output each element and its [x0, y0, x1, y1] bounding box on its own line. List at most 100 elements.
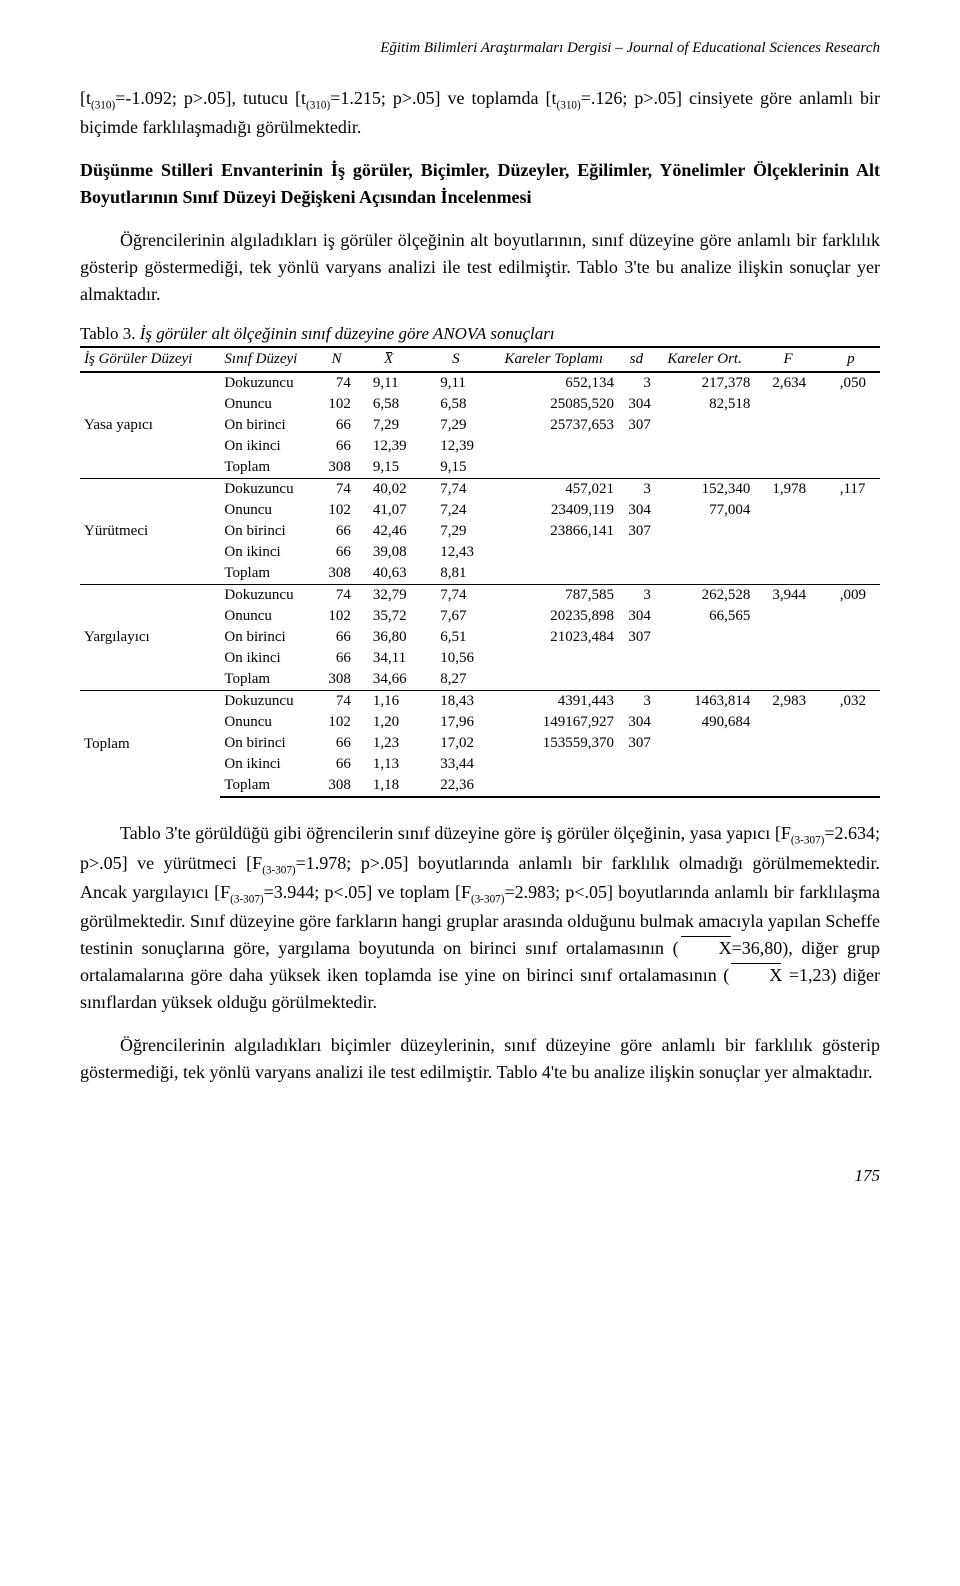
cell	[618, 754, 655, 775]
cell: 34,11	[355, 648, 422, 669]
cell	[822, 754, 880, 775]
paragraph-3: Tablo 3'te görüldüğü gibi öğrencilerin s…	[80, 820, 880, 1016]
th-p: p	[822, 347, 880, 372]
cell: 74	[318, 372, 355, 394]
cell: 102	[318, 394, 355, 415]
cell: 308	[318, 775, 355, 797]
journal-header: Eğitim Bilimleri Araştırmaları Dergisi –…	[80, 40, 880, 57]
cell-sinif: Dokuzuncu	[220, 691, 318, 713]
cell: 39,08	[355, 542, 422, 563]
cell-sinif: On birinci	[220, 521, 318, 542]
cell-sinif: Onuncu	[220, 606, 318, 627]
cell	[822, 394, 880, 415]
th-n: N	[318, 347, 355, 372]
cell	[489, 542, 618, 563]
cell	[655, 754, 755, 775]
cell	[822, 648, 880, 669]
cell-sinif: On birinci	[220, 733, 318, 754]
cell: 1,978	[754, 479, 821, 501]
cell	[822, 669, 880, 691]
cell-sinif: Onuncu	[220, 712, 318, 733]
cell: 9,11	[422, 372, 489, 394]
cell	[618, 563, 655, 585]
paragraph-2: Öğrencilerinin algıladıkları iş görüler …	[80, 227, 880, 308]
cell: 6,51	[422, 627, 489, 648]
cell	[655, 733, 755, 754]
cell	[618, 457, 655, 479]
table-caption: Tablo 3. İş görüler alt ölçeğinin sınıf …	[80, 324, 880, 344]
cell: 66	[318, 754, 355, 775]
th-is-goruler: İş Görüler Düzeyi	[80, 347, 220, 372]
cell: 82,518	[655, 394, 755, 415]
cell	[618, 542, 655, 563]
cell	[655, 457, 755, 479]
cell	[489, 563, 618, 585]
cell	[754, 542, 821, 563]
cell	[754, 500, 821, 521]
cell	[655, 415, 755, 436]
cell: 1,23	[355, 733, 422, 754]
cell: 74	[318, 691, 355, 713]
cell: 1,20	[355, 712, 422, 733]
cell: 307	[618, 521, 655, 542]
cell-sinif: Dokuzuncu	[220, 479, 318, 501]
cell: 23866,141	[489, 521, 618, 542]
cell	[822, 606, 880, 627]
cell: 304	[618, 712, 655, 733]
cell-sinif: Toplam	[220, 669, 318, 691]
cell-sinif: On ikinci	[220, 436, 318, 457]
cell: 21023,484	[489, 627, 618, 648]
cell	[754, 669, 821, 691]
cell: 7,24	[422, 500, 489, 521]
cell: ,117	[822, 479, 880, 501]
cell: 7,29	[422, 521, 489, 542]
cell	[822, 563, 880, 585]
group-label: Yasa yapıcı	[80, 372, 220, 479]
cell: 6,58	[422, 394, 489, 415]
th-s: S	[422, 347, 489, 372]
cell	[655, 563, 755, 585]
th-f: F	[754, 347, 821, 372]
cell	[618, 648, 655, 669]
cell	[754, 754, 821, 775]
cell: 20235,898	[489, 606, 618, 627]
cell	[655, 775, 755, 797]
th-sinif: Sınıf Düzeyi	[220, 347, 318, 372]
paragraph-4: Öğrencilerinin algıladıkları biçimler dü…	[80, 1032, 880, 1086]
th-kareler-toplami: Kareler Toplamı	[489, 347, 618, 372]
cell: 457,021	[489, 479, 618, 501]
cell: 304	[618, 394, 655, 415]
cell	[754, 394, 821, 415]
cell	[754, 648, 821, 669]
cell: 102	[318, 606, 355, 627]
cell	[655, 436, 755, 457]
cell: 652,134	[489, 372, 618, 394]
cell: 787,585	[489, 585, 618, 607]
caption-italic: İş görüler alt ölçeğinin sınıf düzeyine …	[140, 324, 555, 343]
cell: 304	[618, 500, 655, 521]
cell: 8,27	[422, 669, 489, 691]
paragraph-1: [t(310)=-1.092; p>.05], tutucu [t(310)=1…	[80, 85, 880, 141]
cell	[489, 754, 618, 775]
cell: 2,983	[754, 691, 821, 713]
cell	[822, 457, 880, 479]
cell	[822, 627, 880, 648]
cell: 66	[318, 521, 355, 542]
cell: 35,72	[355, 606, 422, 627]
cell-sinif: Onuncu	[220, 500, 318, 521]
cell: 9,11	[355, 372, 422, 394]
cell	[655, 627, 755, 648]
cell: 308	[318, 563, 355, 585]
cell	[754, 457, 821, 479]
cell	[489, 436, 618, 457]
cell	[618, 436, 655, 457]
cell: 3	[618, 585, 655, 607]
cell: ,009	[822, 585, 880, 607]
cell	[655, 542, 755, 563]
cell: 3	[618, 479, 655, 501]
cell: 74	[318, 479, 355, 501]
cell-sinif: Dokuzuncu	[220, 585, 318, 607]
cell	[489, 669, 618, 691]
cell: 308	[318, 457, 355, 479]
cell: 307	[618, 415, 655, 436]
